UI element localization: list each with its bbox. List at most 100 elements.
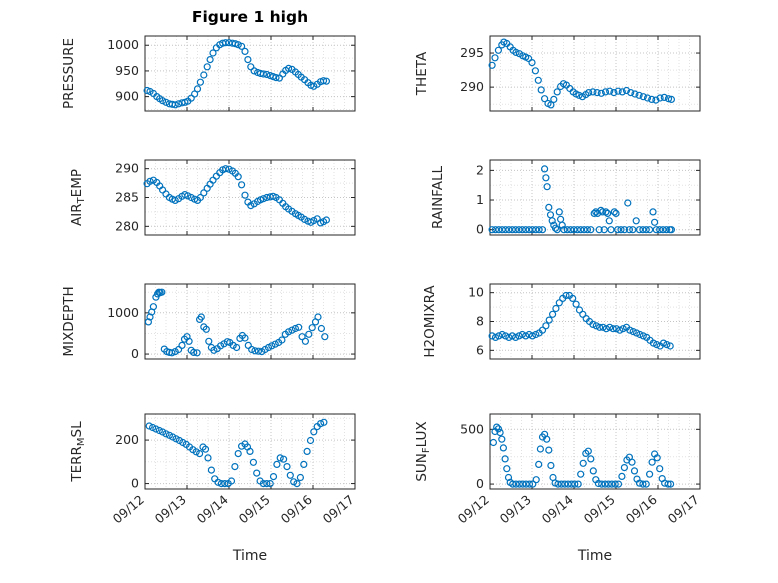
data-point-marker [608,480,616,488]
data-point-marker [501,226,510,234]
data-point-marker [614,87,622,95]
data-point-marker [609,325,617,333]
data-point-marker [542,174,550,182]
data-point-marker [537,86,545,94]
data-point-marker [594,479,603,488]
data-point-marker [639,226,647,234]
data-point-marker [511,226,520,234]
data-point-marker [630,467,639,475]
data-point-marker [175,100,183,108]
data-point-marker [491,333,500,341]
data-point-marker [625,226,634,234]
data-point-marker [601,480,609,488]
data-point-marker [491,54,499,62]
data-point-marker [221,480,229,488]
data-point-marker [666,342,674,350]
data-point-marker [322,77,330,85]
data-point-marker [241,47,249,56]
subplot-theta: 290 295 THETA [414,35,701,112]
data-point-marker [606,87,614,95]
data-point-marker [244,55,252,64]
data-point-marker [276,454,284,462]
data-point-marker [200,71,208,79]
y-tick-label: 500 [460,421,484,436]
data-point-marker [314,313,322,321]
data-point-marker [536,445,545,453]
data-point-marker [653,454,661,462]
y-axis-label: H2OMIXRA [422,285,438,358]
data-point-marker [501,332,510,340]
data-point-marker [603,209,612,217]
data-point-marker [656,94,664,102]
data-point-marker [196,193,204,202]
data-point-marker [629,328,637,336]
data-point-marker [508,226,516,234]
data-point-marker [488,226,496,234]
data-point-marker [639,93,647,101]
data-point-marker [632,329,641,337]
data-point-marker [512,48,520,57]
data-point-marker [196,78,204,86]
data-point-marker [320,418,328,426]
data-point-marker [207,466,215,474]
data-point-marker [666,480,675,488]
data-point-marker [656,226,664,234]
y-tick-label: 950 [115,63,139,78]
data-point-marker [494,46,502,54]
data-point-marker [187,193,195,202]
data-point-marker [247,202,255,210]
data-point-marker [162,98,170,106]
data-point-marker [259,195,267,203]
data-point-marker [598,208,607,216]
y-axis-label: THETA [414,51,430,96]
data-point-marker [535,226,543,234]
data-point-marker [626,326,634,334]
y-tick-label: 1 [476,192,484,207]
data-points [489,423,675,488]
data-point-marker [209,49,217,57]
data-point-marker [222,39,230,47]
data-point-marker [585,88,593,97]
data-point-marker [558,221,566,229]
data-point-marker [660,93,668,102]
data-point-marker [241,334,249,342]
data-point-marker [149,303,157,311]
data-point-marker [321,333,329,341]
data-point-marker [505,226,513,234]
data-point-marker [146,177,154,185]
data-point-marker [268,342,276,350]
data-point-marker [178,341,186,349]
data-point-marker [493,423,501,431]
data-point-marker [501,455,509,463]
data-point-marker [238,181,246,189]
x-tick-label: 09/17 [320,492,357,527]
data-point-marker [197,313,205,321]
subplot-pressure: 900 950 1000 PRESSURE [61,35,356,112]
data-point-marker [518,330,526,339]
data-point-marker [184,192,192,200]
data-point-marker [532,330,540,339]
data-point-marker [593,88,601,97]
subplot-air-temp: 280 285 290 AIRTEMP [69,159,356,236]
data-point-marker [667,95,676,104]
data-point-marker [602,325,610,333]
data-point-marker [589,320,597,328]
data-point-marker [579,310,587,318]
data-point-marker [532,476,540,484]
data-point-marker [577,226,585,234]
data-point-marker [614,226,622,234]
data-point-marker [196,450,204,458]
data-point-marker [543,183,551,191]
data-point-marker [283,463,291,471]
data-point-marker [234,41,242,49]
data-point-marker [627,88,635,97]
data-point-marker [322,216,330,224]
data-point-marker [187,94,195,102]
data-point-marker [579,459,587,467]
data-point-marker [171,101,179,109]
data-point-marker [159,97,167,105]
data-point-marker [631,90,639,98]
data-point-marker [597,206,605,214]
data-point-marker [233,343,241,352]
data-point-marker [611,480,619,488]
